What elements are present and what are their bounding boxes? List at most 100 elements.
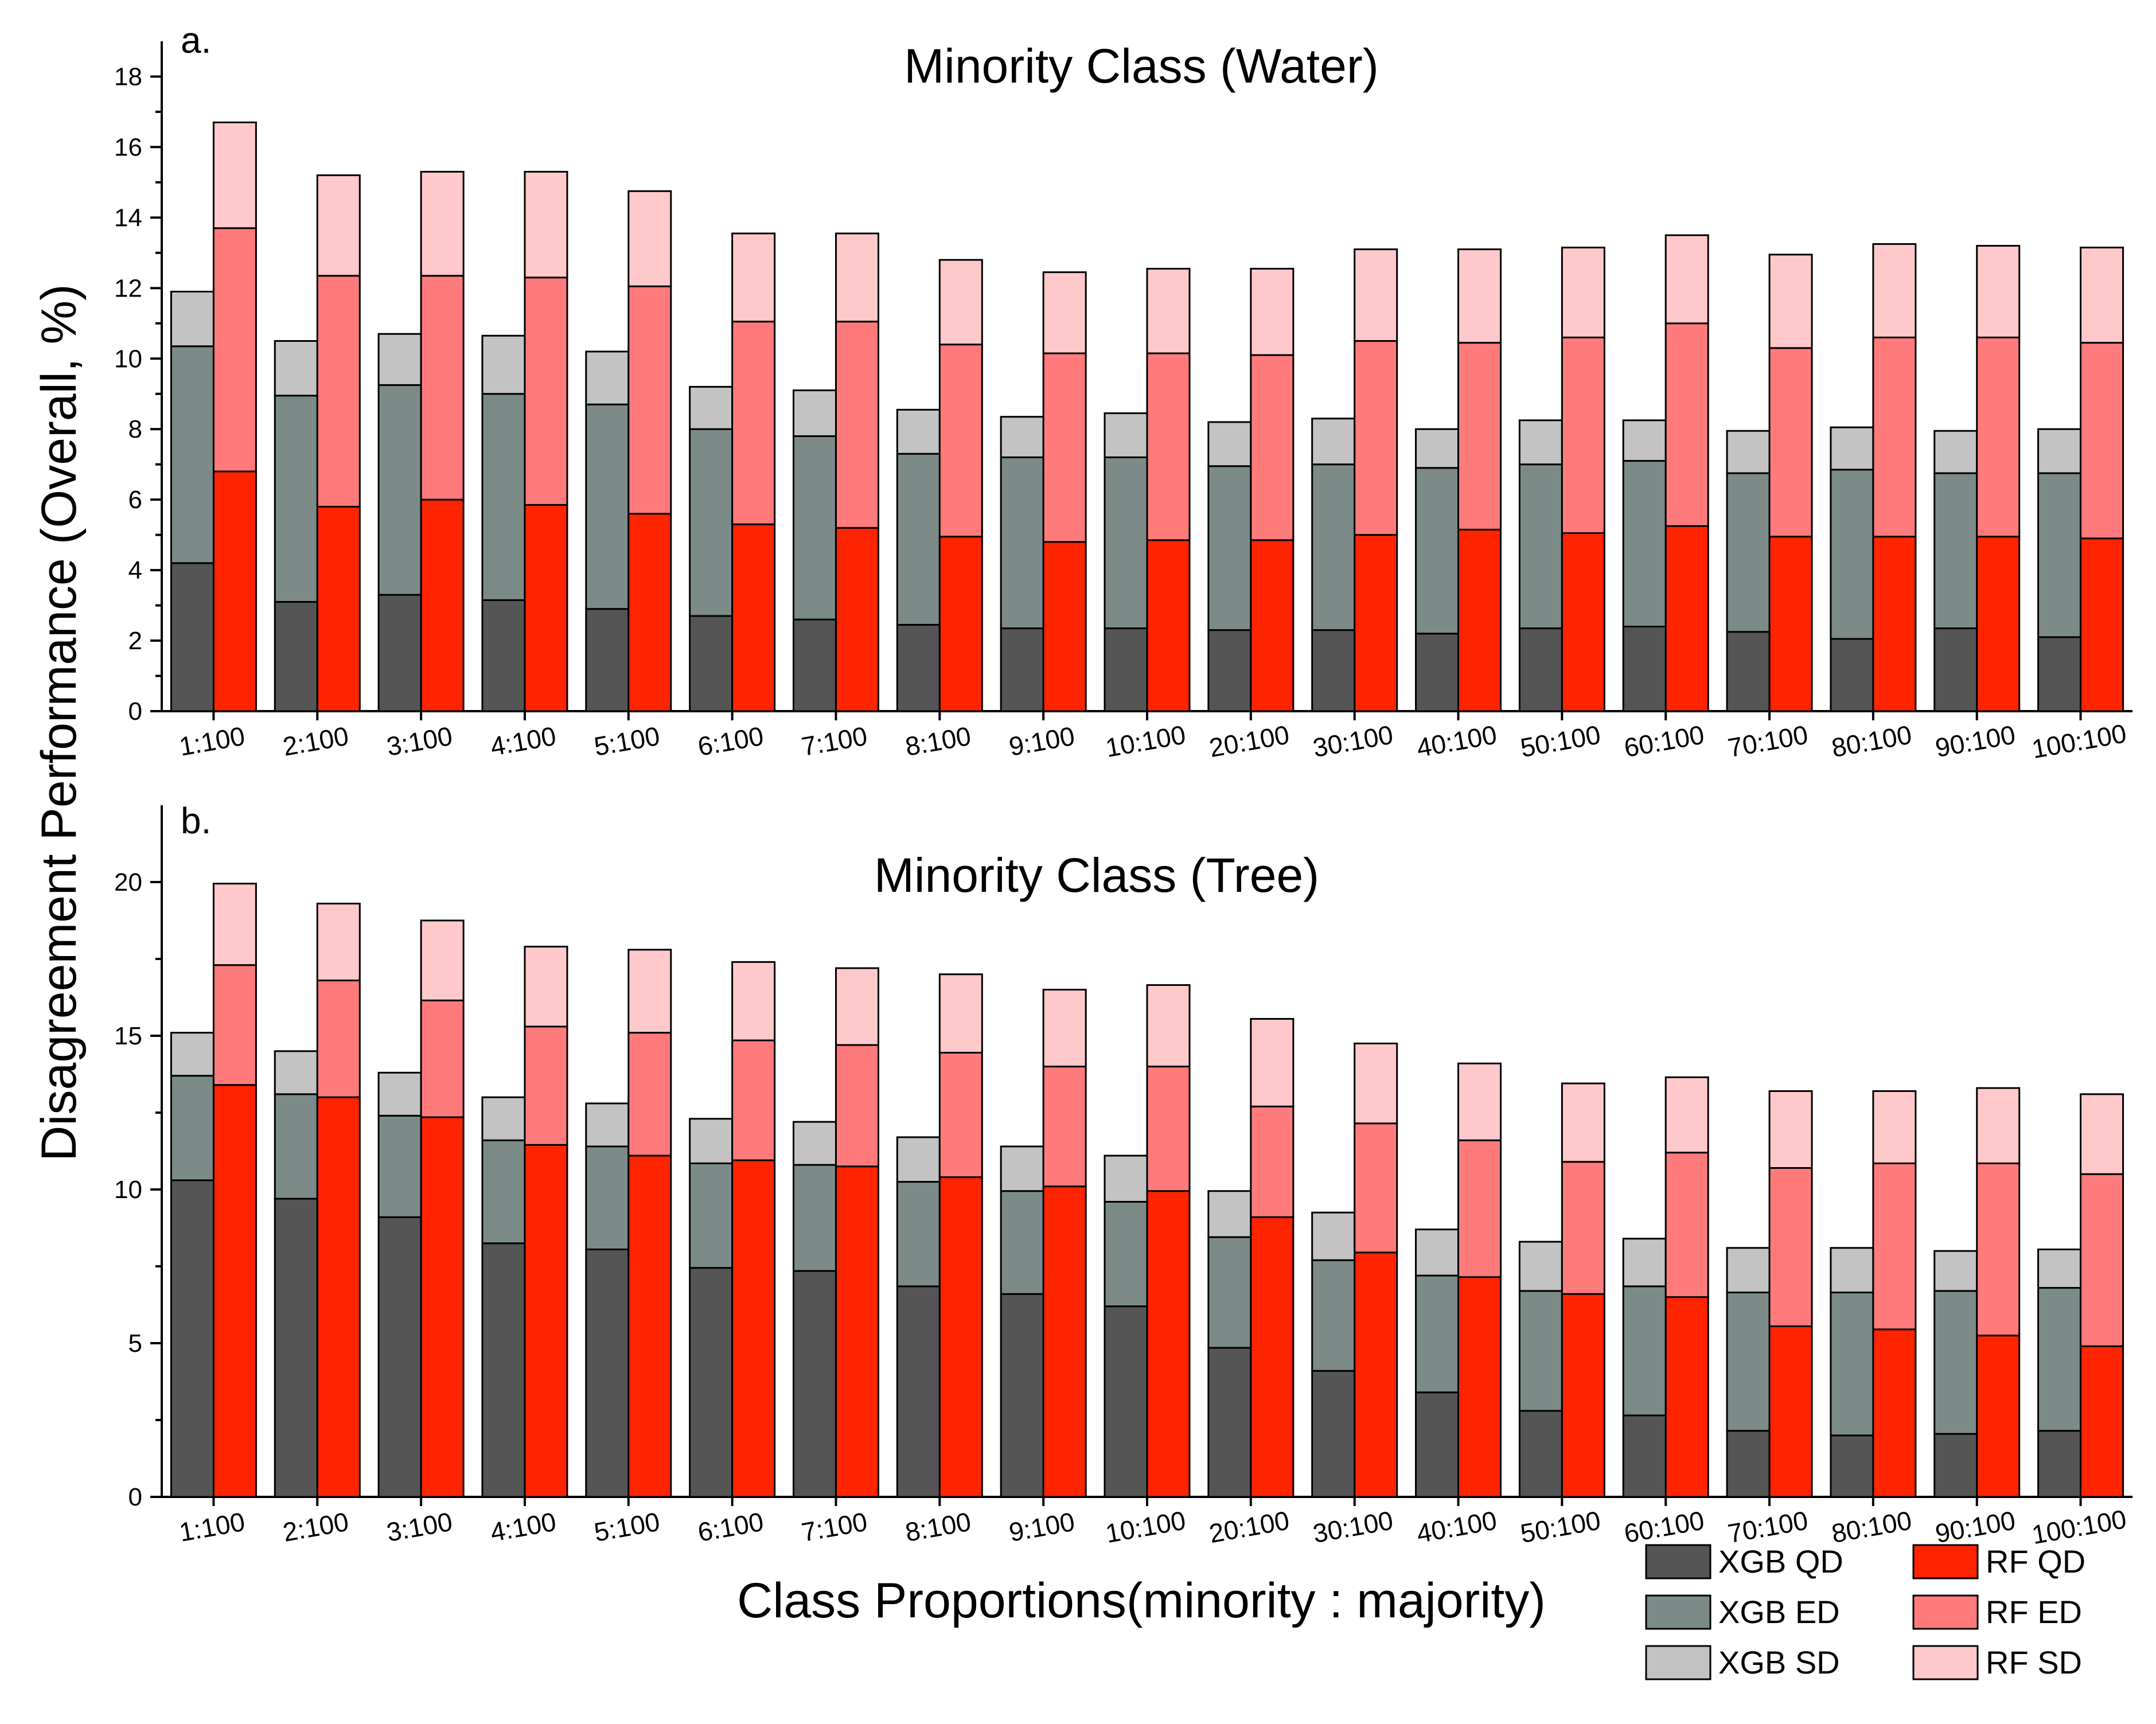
- bar-rf-sd-water: [316, 174, 361, 277]
- bar-xgb-sd-water: [1830, 426, 1874, 471]
- x-tick-label-water: 7:100: [799, 721, 869, 762]
- bar-xgb-qd-water: [1830, 638, 1874, 712]
- bar-xgb-ed-tree: [1726, 1292, 1771, 1432]
- bar-rf-ed-tree: [731, 1039, 776, 1161]
- bar-rf-qd-tree: [1354, 1251, 1398, 1498]
- bar-xgb-ed-tree: [1415, 1274, 1460, 1394]
- x-tick-label-tree: 20:100: [1207, 1505, 1292, 1549]
- legend-swatch-rf-ed: [1912, 1594, 1979, 1630]
- bar-rf-ed-water: [731, 321, 776, 525]
- bar-rf-sd-water: [1768, 253, 1813, 349]
- bar-xgb-sd-water: [896, 408, 941, 455]
- bar-xgb-ed-tree: [1311, 1259, 1356, 1372]
- y-tick-label-water: 8: [128, 415, 142, 443]
- panel-tree: b. Minority Class (Tree) 0 5 10 15 20 1:100 2:…: [114, 800, 2132, 1550]
- bar-rf-ed-water: [1042, 352, 1087, 543]
- bar-rf-qd-tree: [1664, 1296, 1709, 1498]
- bar-xgb-sd-water: [2037, 428, 2082, 474]
- panel-water: a. Minority Class (Water) 0 2 4 6 8 10 12 14 16 1…: [114, 19, 2132, 764]
- y-tick-label-water: 14: [114, 204, 142, 232]
- bar-rf-ed-tree: [524, 1025, 568, 1146]
- bar-rf-qd-tree: [1250, 1216, 1295, 1498]
- bar-xgb-ed-water: [1622, 460, 1667, 627]
- bar-rf-ed-water: [524, 276, 568, 506]
- bar-rf-qd-water: [938, 536, 983, 712]
- panel-title-tree: Minority Class (Tree): [874, 848, 1319, 902]
- x-tick-label-water: 80:100: [1829, 719, 1914, 763]
- bar-xgb-ed-tree: [481, 1139, 526, 1245]
- bar-xgb-qd-tree: [2037, 1430, 2082, 1498]
- bar-xgb-sd-tree: [1933, 1250, 1978, 1292]
- bar-rf-qd-water: [1561, 532, 1605, 712]
- bar-xgb-qd-tree: [1518, 1410, 1563, 1498]
- x-tick-label-tree: 9:100: [1007, 1507, 1077, 1547]
- x-tick-label-water: 70:100: [1725, 719, 1810, 763]
- bar-xgb-qd-water: [1415, 633, 1460, 712]
- bar-rf-qd-water: [1976, 536, 2021, 712]
- bar-rf-sd-water: [731, 232, 776, 323]
- bar-rf-sd-tree: [1250, 1018, 1295, 1107]
- bar-rf-qd-tree: [1457, 1276, 1502, 1498]
- x-tick-label-water: 5:100: [592, 721, 662, 762]
- bar-xgb-ed-water: [1311, 463, 1356, 631]
- bar-xgb-ed-tree: [1830, 1292, 1874, 1437]
- bar-xgb-ed-tree: [689, 1162, 734, 1269]
- bar-xgb-ed-water: [481, 393, 526, 601]
- bar-xgb-ed-tree: [896, 1181, 941, 1288]
- legend-swatch-xgb-sd: [1645, 1645, 1711, 1680]
- bar-rf-sd-water: [1354, 248, 1398, 342]
- bar-rf-qd-water: [1042, 541, 1087, 712]
- bar-xgb-ed-tree: [274, 1093, 318, 1200]
- bar-xgb-qd-water: [170, 562, 215, 712]
- x-tick-label-water: 30:100: [1311, 719, 1395, 763]
- legend-label-xgb-ed: XGB ED: [1718, 1594, 1840, 1630]
- bar-xgb-sd-water: [1518, 419, 1563, 466]
- x-tick-label-water: 6:100: [696, 721, 766, 762]
- bar-xgb-sd-water: [1000, 416, 1044, 458]
- bar-rf-sd-tree: [2080, 1093, 2124, 1175]
- bar-xgb-ed-water: [1104, 456, 1148, 630]
- panel-title-water: Minority Class (Water): [904, 39, 1379, 93]
- bar-rf-sd-tree: [1664, 1076, 1709, 1154]
- bar-rf-sd-water: [835, 232, 879, 323]
- y-tick-label-water: 4: [128, 556, 142, 584]
- bar-xgb-ed-water: [170, 345, 215, 564]
- bar-rf-ed-water: [938, 344, 983, 538]
- bar-xgb-qd-tree: [792, 1270, 837, 1498]
- x-tick-label-tree: 2:100: [280, 1507, 350, 1547]
- bar-xgb-sd-water: [689, 385, 734, 430]
- bar-xgb-qd-water: [1518, 627, 1563, 712]
- bar-rf-ed-water: [1664, 322, 1709, 527]
- bar-rf-ed-tree: [1354, 1122, 1398, 1254]
- bar-xgb-ed-tree: [585, 1145, 630, 1251]
- bar-xgb-sd-water: [792, 389, 837, 438]
- bar-xgb-ed-water: [1518, 463, 1563, 630]
- bar-xgb-ed-tree: [1104, 1200, 1148, 1308]
- bar-rf-sd-tree: [1354, 1042, 1398, 1125]
- y-tick-label-tree: 0: [128, 1483, 142, 1511]
- bar-xgb-qd-water: [1207, 629, 1252, 712]
- bar-rf-sd-water: [1457, 248, 1502, 344]
- bar-xgb-ed-tree: [1933, 1290, 1978, 1435]
- y-tick-label-tree: 10: [114, 1176, 142, 1204]
- bar-xgb-sd-water: [1311, 418, 1356, 466]
- bar-xgb-sd-tree: [1207, 1190, 1252, 1238]
- bar-rf-sd-water: [1976, 245, 2021, 338]
- legend-label-rf-sd: RF SD: [1986, 1644, 2082, 1680]
- bar-rf-ed-tree: [1457, 1139, 1502, 1278]
- bar-xgb-sd-water: [274, 340, 318, 397]
- x-tick-label-tree: 80:100: [1829, 1505, 1914, 1549]
- bar-xgb-sd-water: [1207, 421, 1252, 467]
- x-tick-label-water: 4:100: [488, 721, 558, 762]
- bar-rf-ed-water: [420, 275, 465, 501]
- bar-xgb-qd-tree: [1933, 1433, 1978, 1498]
- legend-label-xgb-sd: XGB SD: [1718, 1644, 1840, 1680]
- bar-xgb-qd-water: [896, 623, 941, 712]
- x-tick-label-tree: 10:100: [1103, 1505, 1188, 1549]
- bar-rf-qd-water: [2080, 537, 2124, 712]
- bar-rf-qd-water: [1250, 539, 1295, 712]
- bar-rf-qd-water: [731, 523, 776, 712]
- y-tick-label-tree: 15: [114, 1022, 142, 1050]
- bar-rf-sd-tree: [1042, 989, 1087, 1068]
- bar-rf-qd-water: [1872, 536, 1917, 712]
